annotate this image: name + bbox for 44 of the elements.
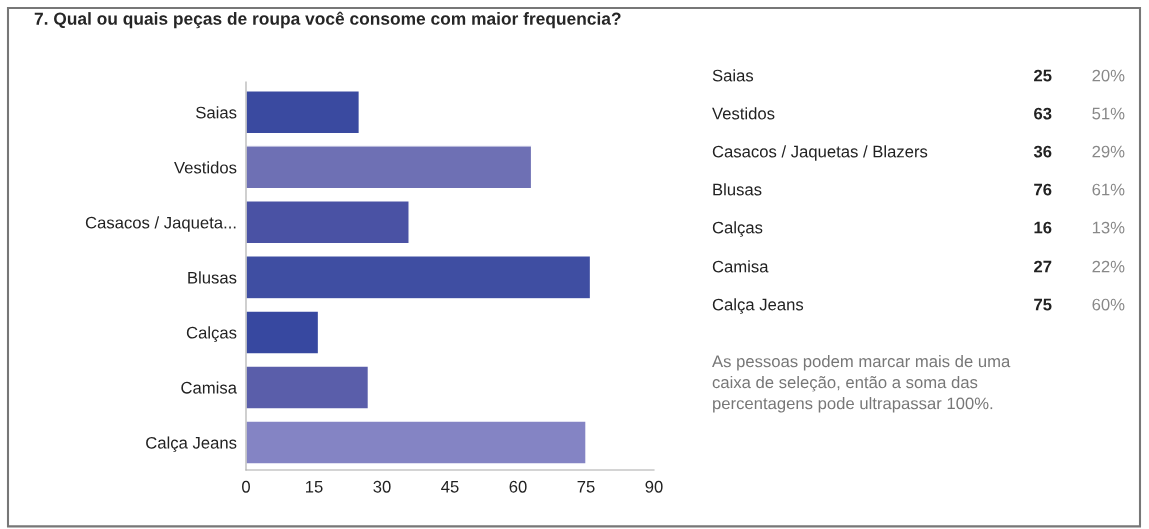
chart-title: 7. Qual ou quais peças de roupa você consome com maior frequencia? <box>34 11 621 29</box>
bar <box>246 255 592 300</box>
x-tick-label: 60 <box>509 480 527 493</box>
x-tick-label: 0 <box>242 480 250 493</box>
text: Camisa <box>712 260 769 273</box>
bar <box>246 310 320 355</box>
y-tick-label: Casacos / Jaqueta... <box>85 216 236 232</box>
y-tick-label: Calça Jeans <box>146 436 237 453</box>
text: Casacos / Jaquetas / Blazers <box>712 145 928 161</box>
bar <box>246 365 370 410</box>
text: 13% <box>1092 221 1125 234</box>
text: Blusas <box>713 183 762 196</box>
x-tick-label: 15 <box>306 481 323 493</box>
text: 61% <box>1092 183 1125 196</box>
text: 25 <box>1034 69 1052 82</box>
text: Vestidos <box>712 107 775 120</box>
text: 27 <box>1034 260 1052 273</box>
x-tick-label: 90 <box>645 480 663 493</box>
bar <box>246 145 533 190</box>
x-tick-label: 75 <box>577 481 595 493</box>
y-tick-label: Camisa <box>181 381 237 394</box>
text: 16 <box>1034 221 1052 234</box>
text: As pessoas podem marcar mais de uma caixa de seleção, então a soma das percentagens pode ultrapassar 100%. <box>712 355 1011 413</box>
text: Saias <box>712 69 754 82</box>
bar <box>246 90 361 135</box>
text: 36 <box>1033 145 1052 158</box>
y-tick-label: Calças <box>186 326 237 342</box>
x-tick-label: 30 <box>373 480 391 493</box>
text: Calças <box>712 221 763 237</box>
text: 20% <box>1092 69 1125 82</box>
text: 29% <box>1092 145 1125 158</box>
text: Calça Jeans <box>712 298 804 314</box>
y-tick-label: Blusas <box>188 271 237 284</box>
y-tick-label: Vestidos <box>174 161 237 174</box>
x-tick-label: 45 <box>441 481 459 493</box>
bar <box>246 200 410 245</box>
text: 63 <box>1034 107 1052 120</box>
text: 22% <box>1092 260 1125 273</box>
text: 76 <box>1034 183 1052 196</box>
y-tick-label: Saias <box>196 106 237 119</box>
bar <box>246 420 587 465</box>
text: 51% <box>1092 107 1125 120</box>
text: 60% <box>1092 298 1125 311</box>
text: 75 <box>1034 298 1052 311</box>
